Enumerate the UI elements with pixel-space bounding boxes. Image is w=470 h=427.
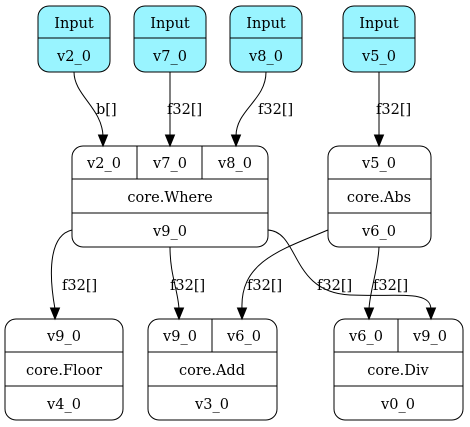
edge-v8-to-where: f32[]	[230, 71, 293, 148]
op-node-op-name: core.Abs	[347, 190, 411, 206]
op-node-op-name: core.Add	[179, 363, 245, 379]
op-node-where[interactable]: v2_0 v7_0 v8_0 core.Where v9_0	[71, 145, 269, 248]
input-node-v2[interactable]: Input v2_0	[37, 5, 111, 73]
edge-v7-to-where: f32[]	[164, 72, 202, 148]
input-node-v8[interactable]: Input v8_0	[229, 5, 303, 73]
edge-v5-to-abs: f32[]	[373, 72, 411, 148]
op-node-abs[interactable]: v5_0 core.Abs v6_0	[327, 145, 432, 248]
op-node-input-port: v8_0	[217, 156, 252, 172]
arrowhead	[164, 134, 176, 148]
edge-label: f32[]	[317, 278, 352, 294]
edge-where-to-div: f32[]	[267, 229, 437, 321]
input-node-title: Input	[150, 16, 190, 32]
arrowhead	[230, 134, 242, 148]
edge-v2-to-where: b[]	[73, 71, 117, 148]
edge-label: b[]	[96, 102, 117, 118]
op-node-div[interactable]: v6_0 v9_0 core.Div v0_0	[333, 318, 464, 421]
edge-abs-to-add: f32[]	[236, 229, 329, 321]
op-node-floor[interactable]: v9_0 core.Floor v4_0	[4, 318, 124, 421]
input-node-v7[interactable]: Input v7_0	[133, 5, 207, 73]
op-node-input-port: v9_0	[162, 329, 197, 345]
input-node-title: Input	[359, 16, 399, 32]
op-node-input-port: v9_0	[46, 329, 81, 345]
edge-where-to-floor: f32[]	[49, 229, 97, 321]
op-node-output-port: v0_0	[380, 397, 415, 413]
op-node-op-name: core.Div	[367, 363, 429, 379]
input-node-output: v5_0	[361, 49, 396, 65]
arrowhead	[49, 307, 61, 321]
edge-label: f32[]	[373, 278, 408, 294]
arrowhead	[425, 307, 437, 321]
arrowhead	[97, 134, 109, 148]
op-node-op-name: core.Floor	[26, 363, 102, 379]
edge-label: f32[]	[62, 278, 97, 294]
arrowhead	[173, 307, 185, 321]
op-node-input-port: v6_0	[226, 329, 261, 345]
op-node-output-port: v9_0	[152, 224, 187, 240]
op-node-input-port: v2_0	[86, 156, 121, 172]
edge-abs-to-div: f32[]	[363, 246, 408, 321]
op-node-output-port: v6_0	[361, 224, 396, 240]
input-node-title: Input	[54, 16, 94, 32]
arrowhead	[363, 307, 375, 321]
op-node-add[interactable]: v9_0 v6_0 core.Add v3_0	[147, 318, 278, 421]
arrowhead	[373, 134, 385, 148]
input-node-output: v7_0	[152, 49, 187, 65]
op-node-op-name: core.Where	[127, 190, 212, 206]
arrowhead	[236, 307, 248, 321]
input-node-v5[interactable]: Input v5_0	[342, 5, 416, 73]
op-node-input-port: v7_0	[152, 156, 187, 172]
edge-where-to-add: f32[]	[169, 246, 205, 321]
edge-label: f32[]	[170, 278, 205, 294]
edge-label: f32[]	[258, 102, 293, 118]
input-node-output: v8_0	[248, 49, 283, 65]
edge-label: f32[]	[247, 278, 282, 294]
op-node-output-port: v3_0	[194, 397, 229, 413]
op-node-input-port: v6_0	[348, 329, 383, 345]
op-node-input-port: v9_0	[412, 329, 447, 345]
edge-label: f32[]	[376, 102, 411, 118]
input-node-output: v2_0	[56, 49, 91, 65]
op-node-input-port: v5_0	[361, 156, 396, 172]
op-node-output-port: v4_0	[46, 397, 81, 413]
input-node-title: Input	[246, 16, 286, 32]
edge-label: f32[]	[167, 102, 202, 118]
